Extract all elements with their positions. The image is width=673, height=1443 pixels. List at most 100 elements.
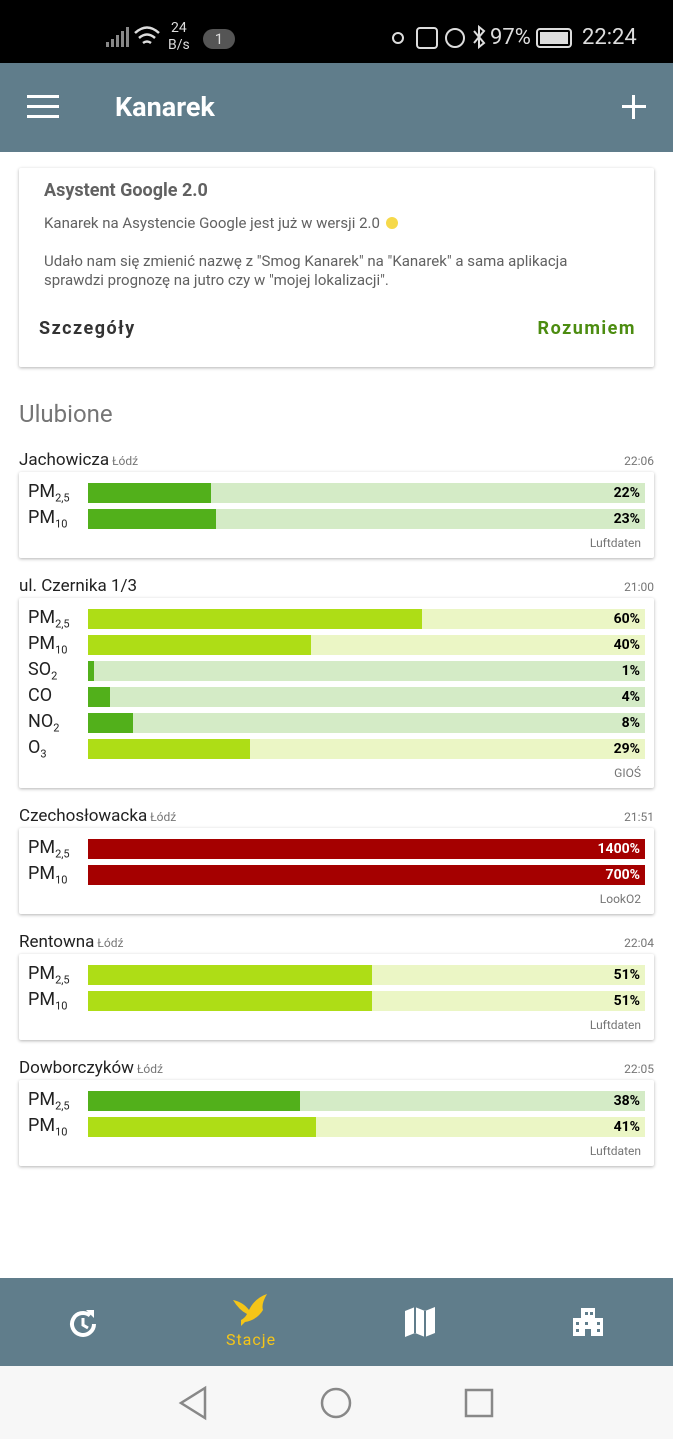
station-time: 22:04 bbox=[624, 936, 654, 950]
bar-track: 23% bbox=[88, 509, 645, 529]
bar-track: 41% bbox=[88, 1117, 645, 1137]
bar-track: 51% bbox=[88, 991, 645, 1011]
bar-value-label: 40% bbox=[613, 637, 640, 653]
pollutant: PM2,5 bbox=[28, 963, 70, 987]
measurement-row: PM2,5 1400% bbox=[28, 836, 645, 862]
bar-fill bbox=[88, 635, 311, 655]
station-card: PM2,5 51% PM10 51% Luftdaten bbox=[19, 954, 654, 1040]
pollutant: CO bbox=[28, 685, 52, 706]
pollutant-subscript: 2 bbox=[51, 669, 58, 683]
refresh-tab[interactable] bbox=[64, 1304, 104, 1344]
status-icons bbox=[106, 24, 572, 50]
bar-fill bbox=[88, 965, 373, 985]
station-city: Łódź bbox=[97, 936, 124, 950]
bar-fill bbox=[88, 687, 111, 707]
bar-track: 38% bbox=[88, 1091, 645, 1111]
bar-value-label: 51% bbox=[613, 993, 640, 1009]
bar-track: 22% bbox=[88, 483, 645, 503]
measurement-row: PM10 23% bbox=[28, 506, 645, 532]
bar-value-label: 29% bbox=[613, 741, 640, 757]
details-button[interactable]: Szczegóły bbox=[39, 318, 136, 339]
bar-fill bbox=[88, 713, 133, 733]
app-bar: Kanarek bbox=[0, 63, 673, 152]
pollutant-name: NO bbox=[28, 711, 54, 732]
bar-background bbox=[88, 713, 645, 733]
notice-line: Kanarek na Asystencie Google jest już w … bbox=[44, 214, 400, 232]
measurement-row: NO2 8% bbox=[28, 710, 645, 736]
pollutant-name: SO bbox=[28, 659, 52, 680]
station-name: Jachowicza bbox=[19, 450, 110, 470]
measurement-row: PM10 41% bbox=[28, 1114, 645, 1140]
bar-value-label: 60% bbox=[613, 611, 640, 627]
station-card: PM2,5 22% PM10 23% Luftdaten bbox=[19, 472, 654, 558]
pollutant: SO2 bbox=[28, 659, 57, 683]
pollutant-name: PM bbox=[28, 481, 56, 502]
pollutant-name: PM bbox=[28, 507, 56, 528]
measurement-row: CO 4% bbox=[28, 684, 645, 710]
stations-tab[interactable]: Stacje bbox=[211, 1292, 291, 1349]
bar-background bbox=[88, 661, 645, 681]
home-button[interactable] bbox=[320, 1387, 352, 1419]
bottom-nav: Stacje bbox=[0, 1278, 673, 1366]
station-title: Dowborczyków Łódź bbox=[19, 1058, 163, 1078]
bar-track: 8% bbox=[88, 713, 645, 733]
pollutant-subscript: 2,5 bbox=[55, 491, 70, 505]
bar-value-label: 700% bbox=[605, 867, 640, 883]
bar-fill bbox=[88, 609, 423, 629]
pollutant: PM10 bbox=[28, 989, 67, 1013]
bar-fill bbox=[88, 865, 645, 885]
bird-icon bbox=[233, 1294, 267, 1326]
station-source: Luftdaten bbox=[589, 1144, 641, 1158]
station-header: Czechosłowacka Łódź 21:51 bbox=[19, 802, 654, 828]
pollutant-subscript: 10 bbox=[55, 1125, 68, 1139]
station-name: Dowborczyków bbox=[19, 1058, 134, 1078]
pollutant: PM2,5 bbox=[28, 481, 70, 505]
map-tab[interactable] bbox=[402, 1304, 438, 1340]
bar-track: 40% bbox=[88, 635, 645, 655]
bar-value-label: 22% bbox=[613, 485, 640, 501]
pollutant: PM2,5 bbox=[28, 607, 70, 631]
station-title: Jachowicza Łódź bbox=[19, 450, 138, 470]
station-card: PM 2,5 38% PM10 41% Luftdaten bbox=[19, 1080, 654, 1166]
measurement-row: O3 29% bbox=[28, 736, 645, 762]
station-city: Łódź bbox=[136, 1062, 163, 1076]
notification-count: 1 bbox=[214, 30, 224, 48]
status-bar: 24 B/s 1 97% 22:24 bbox=[0, 0, 673, 63]
station-source: Luftdaten bbox=[589, 536, 641, 550]
pollutant-name: PM bbox=[28, 963, 56, 984]
bar-background bbox=[88, 509, 645, 529]
station-title: ul. Czernika 1/3 bbox=[19, 576, 137, 596]
bar-fill bbox=[88, 509, 217, 529]
pollutant-name: PM bbox=[28, 863, 56, 884]
station-list: Jachowicza Łódź 22:06 PM2,5 22% PM10 23% Luftda… bbox=[19, 446, 654, 1166]
pollutant: PM10 bbox=[28, 507, 67, 531]
bar-track: 1% bbox=[88, 661, 645, 681]
add-button[interactable] bbox=[620, 93, 650, 123]
measurement-row: SO2 1% bbox=[28, 658, 645, 684]
pollutant-name: PM bbox=[28, 1115, 56, 1136]
bar-track: 29% bbox=[88, 739, 645, 759]
bar-value-label: 1% bbox=[621, 663, 640, 679]
dismiss-button[interactable]: Rozumiem bbox=[537, 318, 636, 339]
measurement-row: PM2,5 60% bbox=[28, 606, 645, 632]
back-button[interactable] bbox=[178, 1385, 207, 1421]
measurement-row: PM2,5 38% bbox=[28, 1088, 645, 1114]
pollutant-name: PM bbox=[28, 607, 56, 628]
section-title: Ulubione bbox=[19, 400, 113, 428]
pollutant: PM10 bbox=[28, 633, 67, 657]
menu-button[interactable] bbox=[27, 93, 67, 123]
station-source: Luftdaten bbox=[589, 1018, 641, 1032]
pollutant-subscript: 2 bbox=[53, 721, 60, 735]
speed-value: 24 bbox=[170, 20, 187, 36]
clock: 22:24 bbox=[582, 25, 637, 50]
bar-fill bbox=[88, 839, 645, 859]
pollutant-subscript: 3 bbox=[40, 747, 47, 761]
pollutant-subscript: 2,5 bbox=[55, 1099, 70, 1113]
city-tab[interactable] bbox=[570, 1304, 606, 1340]
system-nav-icons bbox=[178, 1385, 494, 1421]
bar-track: 60% bbox=[88, 609, 645, 629]
notice-card: Asystent Google 2.0 Kanarek na Asystenci… bbox=[19, 168, 654, 367]
recents-button[interactable] bbox=[464, 1388, 494, 1418]
station-name: ul. Czernika 1/3 bbox=[19, 576, 138, 596]
notice-title: Asystent Google 2.0 bbox=[44, 180, 208, 201]
